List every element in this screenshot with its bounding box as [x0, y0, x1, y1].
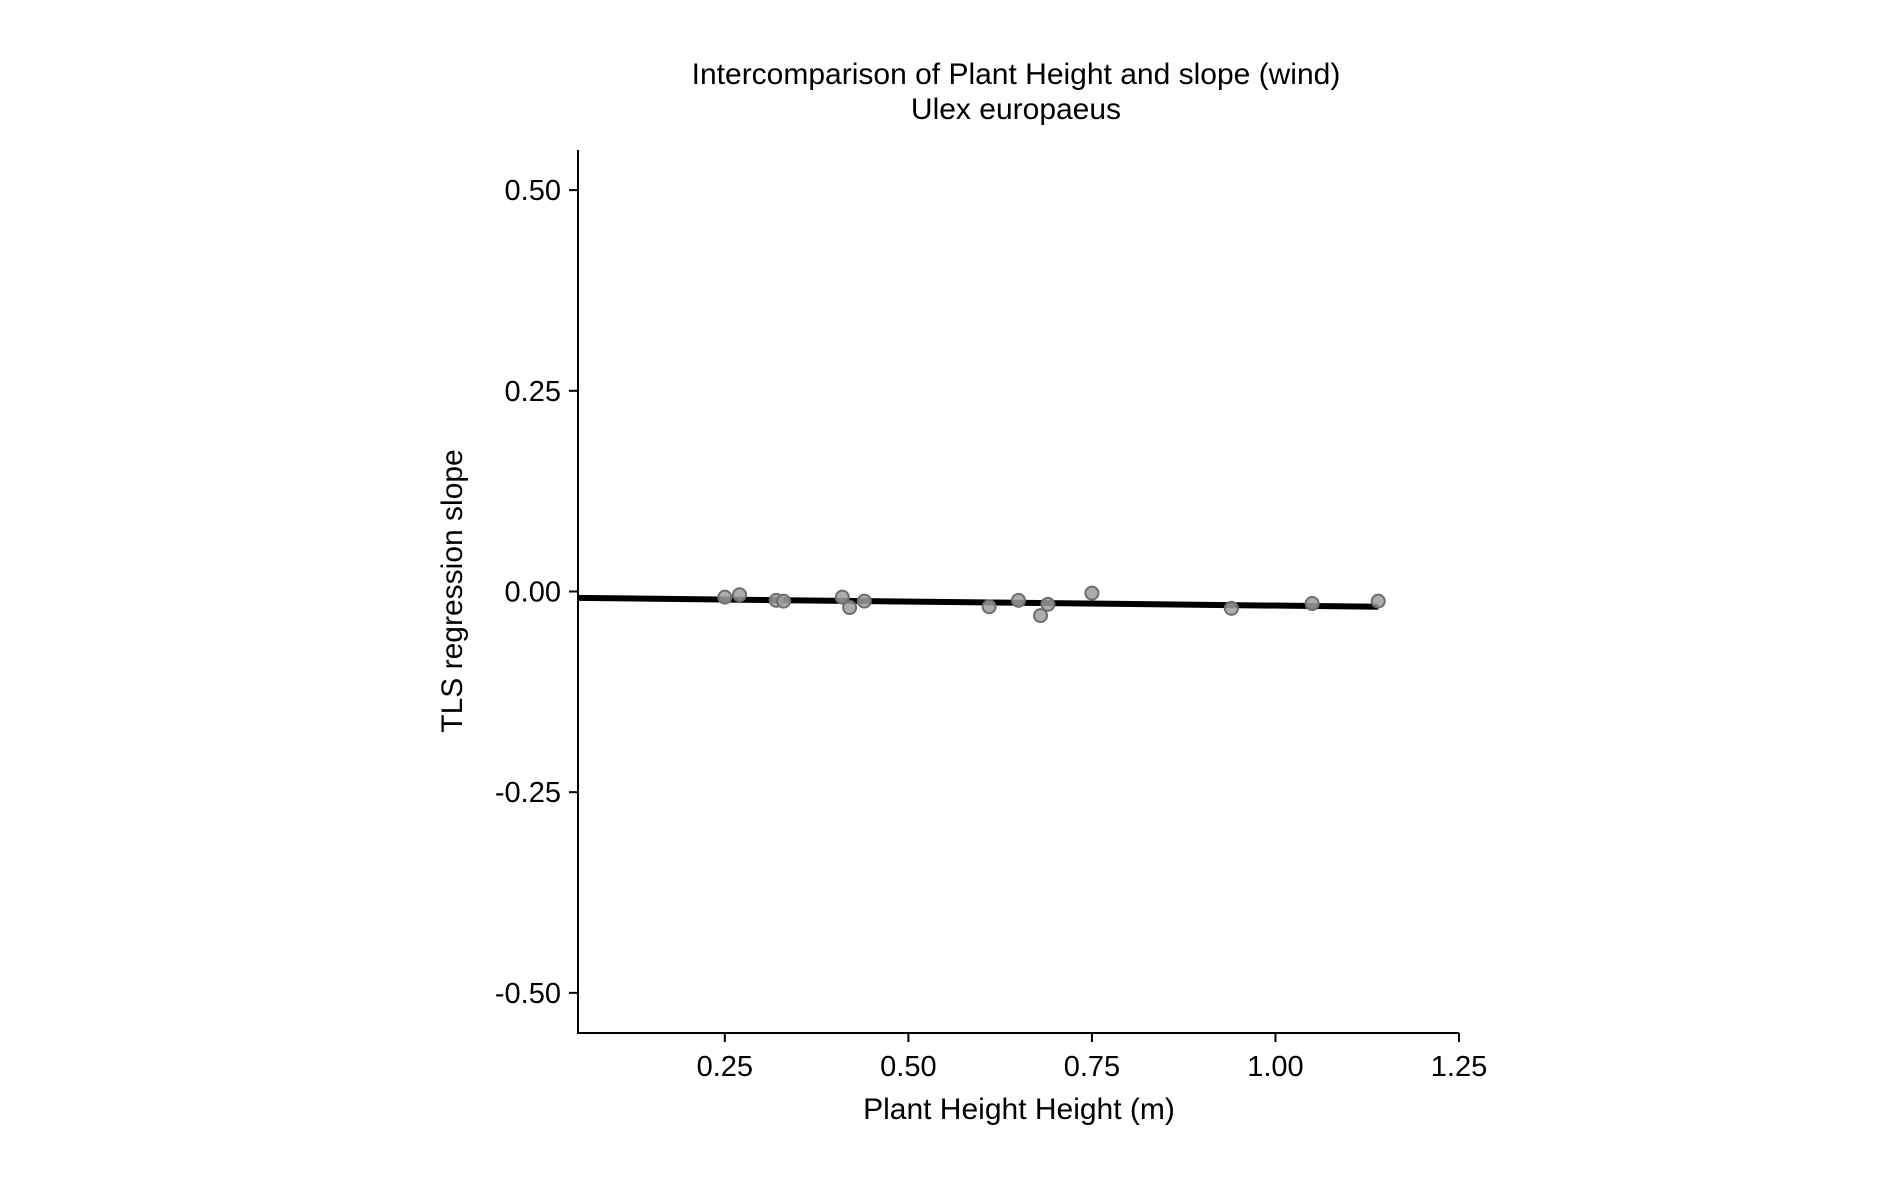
- trend-line-layer: [577, 594, 1379, 610]
- chart-title: Intercomparison of Plant Height and slop…: [692, 58, 1341, 91]
- x-axis-ticks: 0.25 0.50 0.75 1.00 1.25: [697, 1033, 1487, 1083]
- data-point: [981, 599, 997, 615]
- y-tick-label: 0.50: [505, 175, 561, 207]
- data-point: [842, 600, 858, 616]
- y-tick-label: -0.50: [495, 978, 561, 1010]
- data-point: [732, 587, 748, 603]
- x-axis-label: Plant Height Height (m): [863, 1093, 1175, 1126]
- x-tick-label: 0.50: [880, 1051, 936, 1083]
- x-tick-label: 1.25: [1431, 1051, 1487, 1083]
- data-point: [1084, 585, 1100, 601]
- chart-subtitle: Ulex europaeus: [911, 93, 1121, 126]
- y-axis-ticks: 0.50 0.25 0.00 -0.25 -0.50: [495, 175, 578, 1010]
- y-tick-label: -0.25: [495, 777, 561, 809]
- data-point: [1040, 596, 1056, 612]
- data-point: [717, 589, 733, 605]
- y-tick-label: 0.25: [505, 376, 561, 408]
- x-tick-label: 0.75: [1064, 1051, 1120, 1083]
- data-point: [1223, 600, 1239, 616]
- data-point: [1370, 593, 1386, 609]
- data-point: [776, 593, 792, 609]
- data-point: [1011, 592, 1026, 608]
- data-point: [1304, 596, 1320, 612]
- x-tick-label: 0.25: [697, 1051, 753, 1083]
- data-point: [834, 589, 850, 605]
- data-point: [1033, 608, 1049, 624]
- x-tick-label: 1.00: [1247, 1051, 1303, 1083]
- trend-line: [577, 594, 1379, 610]
- y-tick-label: 0.00: [505, 577, 561, 609]
- data-points-layer: [717, 585, 1386, 624]
- data-point: [856, 593, 872, 609]
- y-axis-label: TLS regression slope: [436, 449, 469, 732]
